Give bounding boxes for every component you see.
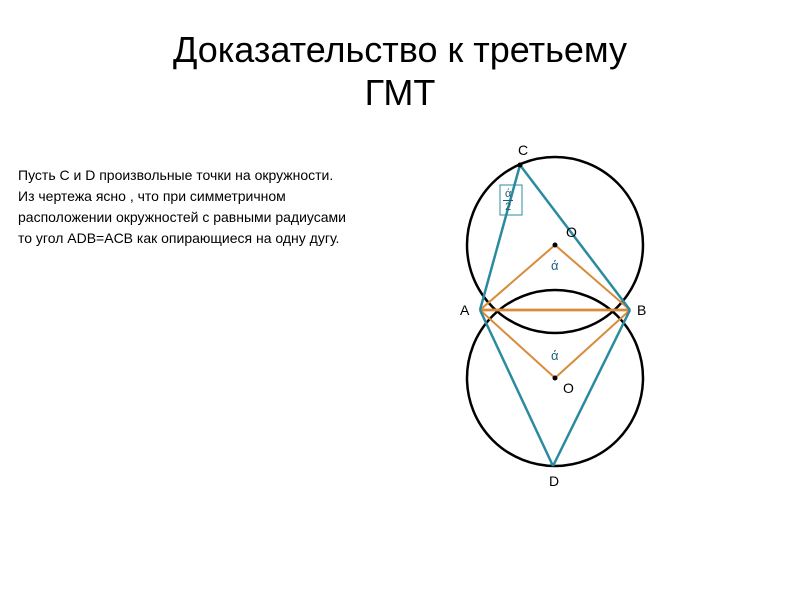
alpha-half-num: ά <box>503 188 513 201</box>
geometry-diagram: ά 2 ά ά C O A B O D <box>405 150 705 540</box>
alpha-half-label: ά 2 <box>503 188 513 213</box>
dot-o1 <box>553 243 558 248</box>
alpha-label-1: ά <box>551 258 559 273</box>
line-o1-b <box>555 245 630 310</box>
label-a: A <box>460 302 469 318</box>
proof-text: Пусть C и D произвольные точки на окружн… <box>18 165 348 249</box>
label-c: C <box>518 142 528 158</box>
label-o1: O <box>566 224 577 240</box>
label-d: D <box>549 473 559 489</box>
line-d-a <box>480 310 553 466</box>
title-line2: ГМТ <box>365 72 436 113</box>
page-title: Доказательство к третьему ГМТ <box>0 0 800 114</box>
alpha-label-2: ά <box>551 348 559 363</box>
alpha-half-den: 2 <box>503 201 513 213</box>
dot-c <box>518 163 523 168</box>
label-b: B <box>637 302 646 318</box>
line-o2-b <box>555 310 630 378</box>
dot-o2 <box>553 376 558 381</box>
label-o2: O <box>563 380 574 396</box>
line-o1-a <box>480 245 555 310</box>
line-o2-a <box>480 310 555 378</box>
title-line1: Доказательство к третьему <box>173 29 627 70</box>
